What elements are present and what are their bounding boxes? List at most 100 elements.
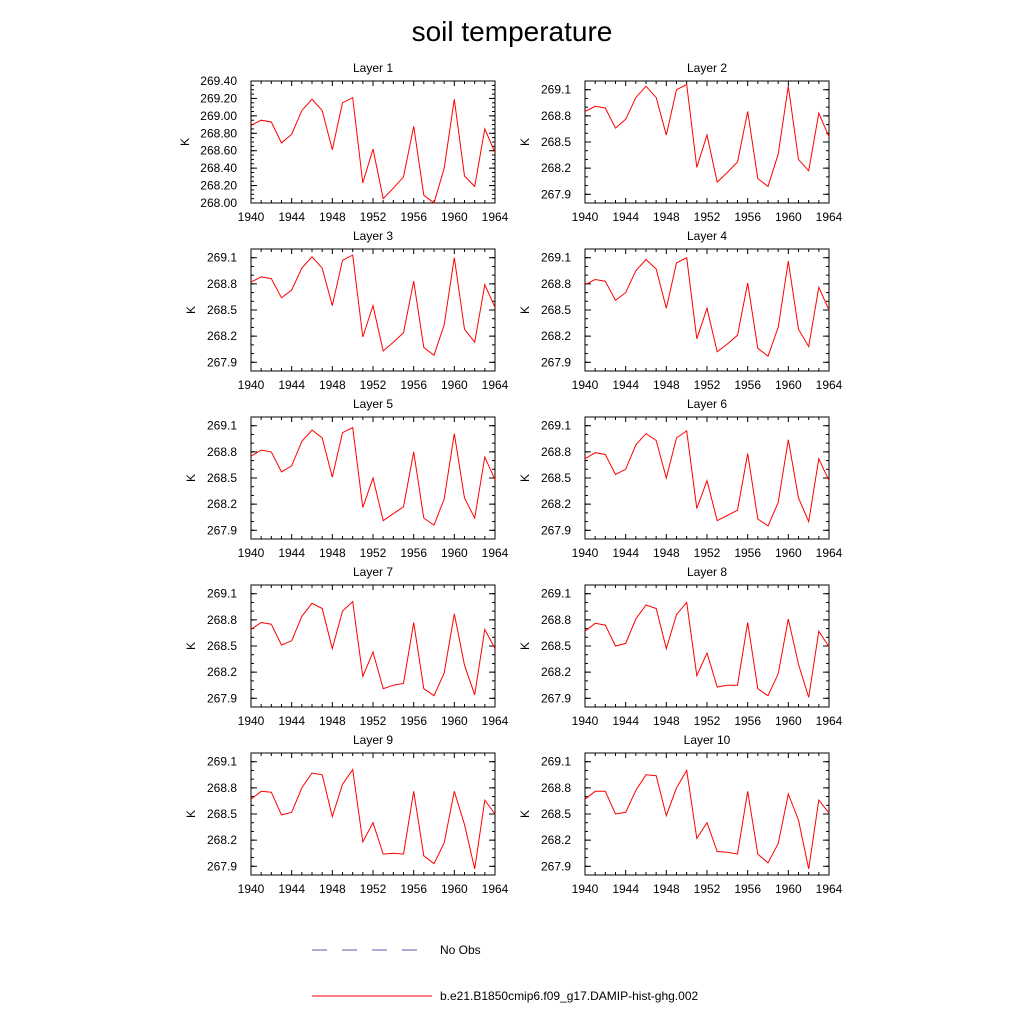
- x-tick-label: 1956: [400, 882, 427, 896]
- plot-frame: [584, 752, 830, 876]
- y-tick-label: 268.8: [541, 781, 571, 795]
- x-tick-label: 1956: [734, 714, 761, 728]
- plot-frame: [584, 584, 830, 708]
- legend-no-obs-label: No Obs: [440, 943, 481, 957]
- series-line-model: [584, 601, 830, 698]
- y-tick-label: 267.9: [541, 187, 571, 201]
- series-line-model: [584, 256, 830, 358]
- y-axis-label: K: [518, 810, 532, 818]
- series-line-model: [584, 83, 830, 188]
- x-tick-label: 1956: [734, 378, 761, 392]
- x-tick-label: 1940: [572, 714, 599, 728]
- y-tick-label: 268.2: [541, 665, 571, 679]
- x-tick-label: 1944: [612, 714, 639, 728]
- x-tick-label: 1952: [360, 546, 387, 560]
- y-tick-label: 269.1: [541, 419, 571, 433]
- y-tick-label: 268.2: [541, 161, 571, 175]
- x-tick-label: 1960: [775, 210, 802, 224]
- x-tick-label: 1944: [278, 714, 305, 728]
- y-tick-label: 268.5: [207, 471, 237, 485]
- x-tick-label: 1944: [278, 882, 305, 896]
- y-tick-label: 268.8: [207, 613, 237, 627]
- y-tick-label: 269.1: [207, 587, 237, 601]
- y-tick-label: 269.1: [541, 251, 571, 265]
- y-tick-label: 268.8: [541, 445, 571, 459]
- y-tick-label: 268.2: [207, 665, 237, 679]
- y-tick-label: 267.9: [541, 355, 571, 369]
- x-tick-label: 1956: [400, 714, 427, 728]
- x-tick-label: 1956: [400, 210, 427, 224]
- x-tick-label: 1940: [238, 714, 265, 728]
- x-tick-label: 1948: [319, 378, 346, 392]
- x-tick-label: 1952: [694, 210, 721, 224]
- y-tick-label: 268.8: [207, 781, 237, 795]
- x-tick-label: 1940: [238, 210, 265, 224]
- panel-title: Layer 5: [353, 397, 393, 411]
- y-tick-label: 268.2: [541, 497, 571, 511]
- layer-panel: Layer 4 1940 1944 1948 1952 1956 1960 1964 267.9…: [518, 229, 843, 392]
- x-tick-label: 1952: [694, 882, 721, 896]
- y-tick-label: 268.2: [207, 833, 237, 847]
- x-tick-label: 1964: [482, 210, 509, 224]
- x-tick-label: 1944: [278, 378, 305, 392]
- y-tick-label: 268.00: [200, 196, 237, 210]
- y-tick-label: 267.9: [541, 859, 571, 873]
- panel-title: Layer 7: [353, 565, 393, 579]
- x-tick-label: 1940: [572, 546, 599, 560]
- x-tick-label: 1964: [482, 546, 509, 560]
- series-line-model: [250, 426, 496, 526]
- x-tick-label: 1956: [734, 882, 761, 896]
- panel-title: Layer 3: [353, 229, 393, 243]
- y-tick-label: 268.8: [541, 277, 571, 291]
- x-tick-label: 1956: [400, 378, 427, 392]
- x-tick-label: 1964: [482, 714, 509, 728]
- y-tick-label: 267.9: [207, 859, 237, 873]
- panel-title: Layer 6: [687, 397, 727, 411]
- y-tick-label: 268.5: [541, 135, 571, 149]
- x-tick-label: 1944: [612, 210, 639, 224]
- x-tick-label: 1960: [441, 378, 468, 392]
- plot-frame: [250, 584, 496, 708]
- x-tick-label: 1952: [360, 210, 387, 224]
- panel-title: Layer 8: [687, 565, 727, 579]
- y-tick-label: 268.2: [541, 833, 571, 847]
- x-tick-label: 1956: [734, 210, 761, 224]
- y-tick-label: 268.5: [207, 639, 237, 653]
- legend: No Obs b.e21.B1850cmip6.f09_g17.DAMIP-hi…: [312, 943, 698, 1003]
- x-tick-label: 1948: [653, 714, 680, 728]
- y-axis-label: K: [184, 642, 198, 650]
- series-line-model: [250, 96, 496, 204]
- y-tick-label: 268.40: [200, 161, 237, 175]
- plot-frame: [250, 80, 496, 204]
- x-tick-label: 1952: [694, 714, 721, 728]
- series-line-model: [250, 254, 496, 357]
- legend-model-label: b.e21.B1850cmip6.f09_g17.DAMIP-hist-ghg.…: [440, 989, 698, 1003]
- x-tick-label: 1948: [653, 546, 680, 560]
- panel-title: Layer 9: [353, 733, 393, 747]
- x-tick-label: 1960: [775, 546, 802, 560]
- x-tick-label: 1960: [775, 882, 802, 896]
- y-tick-label: 268.60: [200, 144, 237, 158]
- x-tick-label: 1956: [734, 546, 761, 560]
- y-tick-label: 269.1: [541, 83, 571, 97]
- x-tick-label: 1944: [612, 882, 639, 896]
- y-tick-label: 267.9: [207, 691, 237, 705]
- y-tick-label: 268.5: [207, 303, 237, 317]
- x-tick-label: 1960: [441, 210, 468, 224]
- layer-panel: Layer 7 1940 1944 1948 1952 1956 1960 1964 267.9…: [184, 565, 509, 728]
- y-tick-label: 268.8: [207, 445, 237, 459]
- x-tick-label: 1940: [238, 378, 265, 392]
- x-tick-label: 1948: [653, 210, 680, 224]
- y-tick-label: 267.9: [541, 691, 571, 705]
- y-axis-label: K: [518, 642, 532, 650]
- x-tick-label: 1948: [319, 882, 346, 896]
- plot-frame: [250, 752, 496, 876]
- y-tick-label: 269.1: [541, 755, 571, 769]
- x-tick-label: 1956: [400, 546, 427, 560]
- x-tick-label: 1960: [441, 714, 468, 728]
- plot-frame: [584, 416, 830, 540]
- x-tick-label: 1964: [816, 546, 843, 560]
- x-tick-label: 1948: [653, 378, 680, 392]
- x-tick-label: 1964: [816, 210, 843, 224]
